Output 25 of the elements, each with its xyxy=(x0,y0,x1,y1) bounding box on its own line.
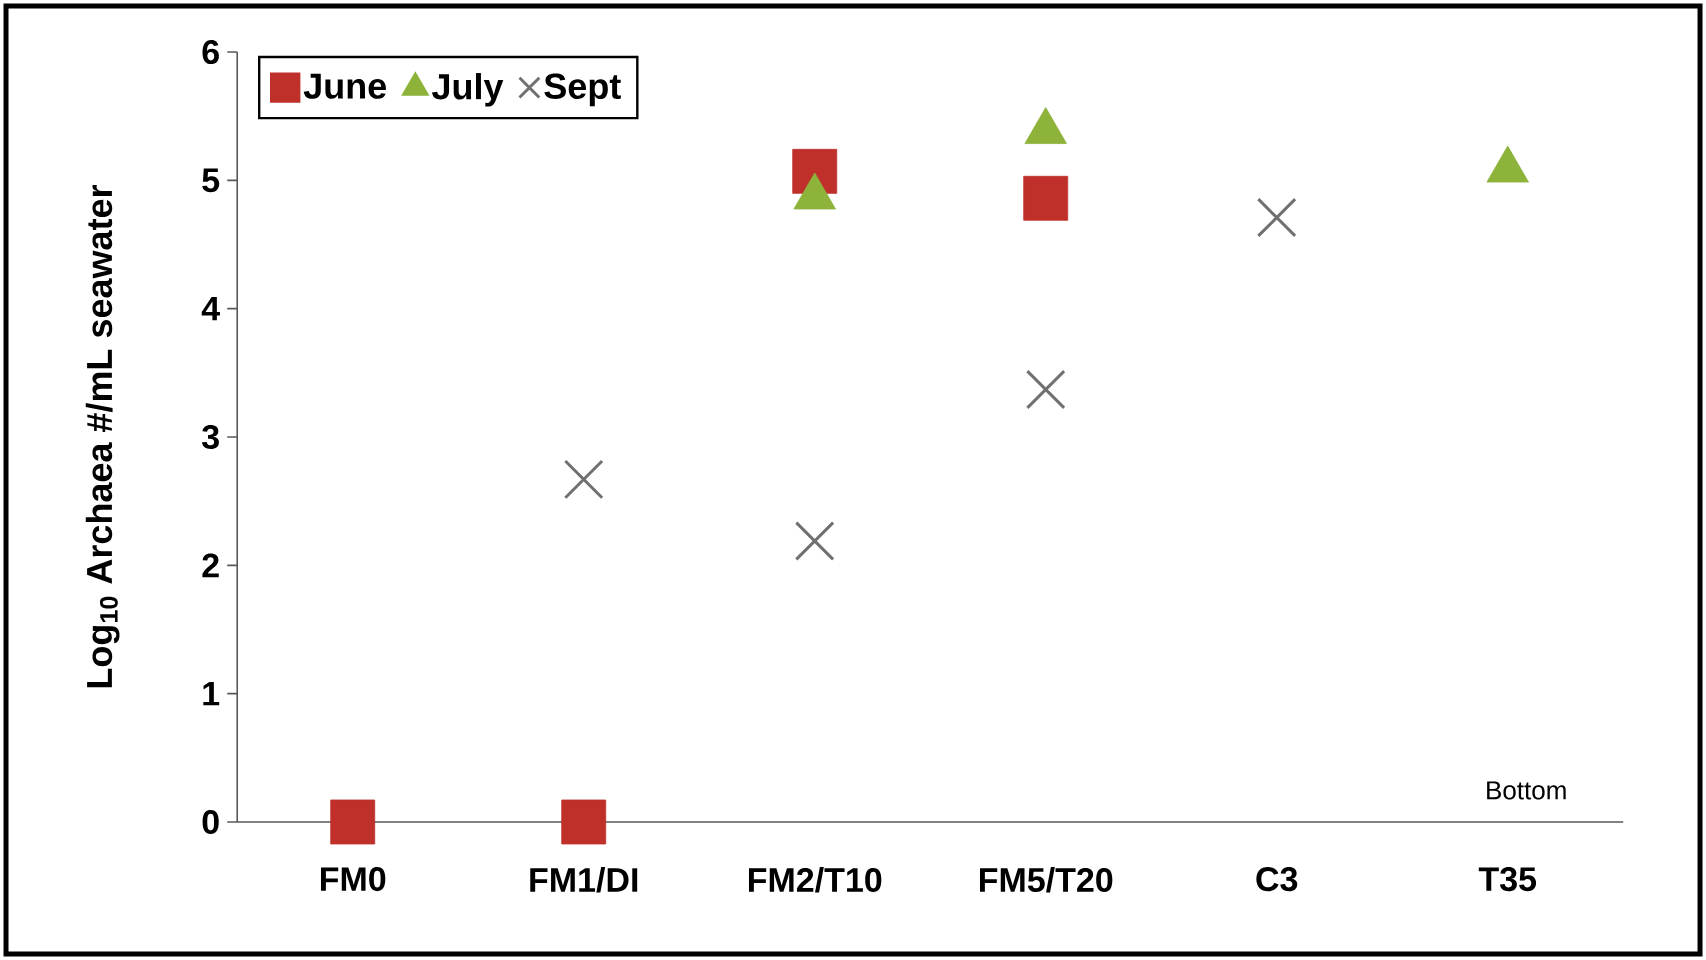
x-tick-label: C3 xyxy=(1256,867,1298,892)
point xyxy=(330,799,376,845)
legend-label: July xyxy=(432,73,504,107)
legend-label: June xyxy=(303,73,386,99)
y-tick-label: 3 xyxy=(202,424,219,450)
point xyxy=(1023,175,1069,221)
annotation: Bottom xyxy=(1487,781,1566,800)
point xyxy=(561,799,607,845)
point xyxy=(1256,197,1297,238)
y-tick-label: 6 xyxy=(202,39,219,65)
y-tick-label: 4 xyxy=(201,296,220,321)
x-tick-label: FM1/DI xyxy=(530,867,638,893)
point xyxy=(1025,369,1066,410)
x-tick-label: FM0 xyxy=(321,867,386,892)
y-tick-label: 2 xyxy=(202,553,219,578)
y-tick-label: 0 xyxy=(202,809,219,835)
y-tick-label: 1 xyxy=(203,681,220,706)
y-tick-label: 5 xyxy=(202,168,220,193)
y-axis-title: Log$_{10}$ Archaea #/mL seawater xyxy=(85,185,120,688)
x-tick-label: FM5/T20 xyxy=(979,867,1113,893)
point xyxy=(794,521,835,561)
x-tick-label: T35 xyxy=(1478,867,1537,892)
legend-label: Sept xyxy=(544,73,621,107)
point xyxy=(563,459,604,500)
x-tick-label: FM2/T10 xyxy=(748,867,882,893)
